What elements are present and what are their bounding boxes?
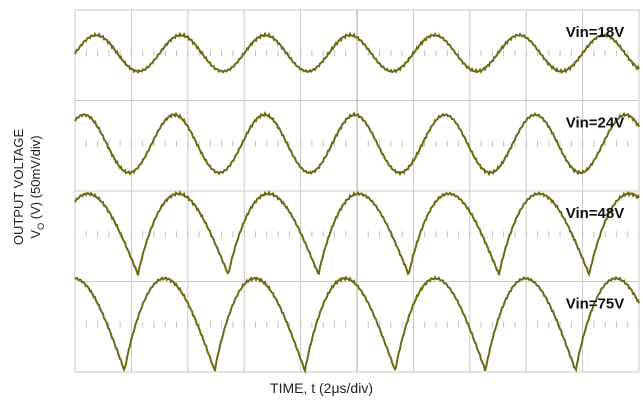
grid xyxy=(74,9,640,373)
trace-label: Vin=75V xyxy=(566,296,625,313)
waveform-trace xyxy=(74,275,640,374)
trace-labels: Vin=18V Vin=24V Vin=48V Vin=75V xyxy=(566,24,625,313)
waveform-trace xyxy=(74,31,640,75)
trace-label: Vin=48V xyxy=(566,205,625,222)
y-axis-label-line2: VO (V) (50mV/div) xyxy=(28,135,46,239)
y-axis-label-line1: OUTPUT VOLTAGE xyxy=(11,128,27,246)
y-axis-label: OUTPUT VOLTAGE VO (V) (50mV/div) xyxy=(0,0,60,407)
waveform-trace xyxy=(74,110,640,177)
waveform-trace xyxy=(74,190,640,277)
trace-label: Vin=24V xyxy=(566,115,625,132)
waveform-traces xyxy=(74,31,640,374)
x-axis-label: TIME, t (2μs/div) xyxy=(270,380,373,396)
trace-label: Vin=18V xyxy=(566,24,625,41)
